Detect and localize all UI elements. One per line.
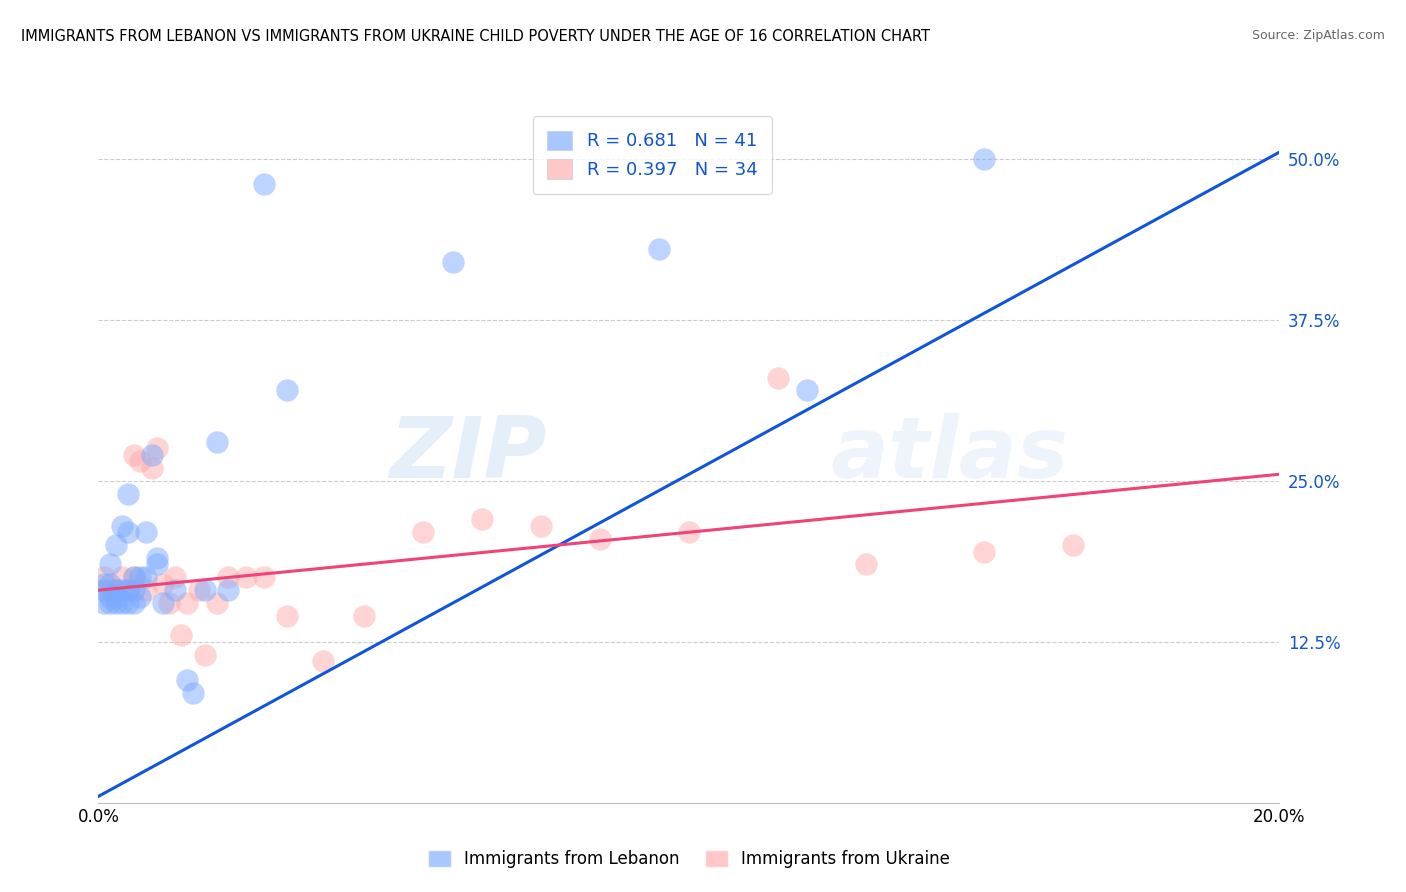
Text: ZIP: ZIP: [389, 413, 547, 497]
Point: [93, 596, 115, 610]
Point: [135, 583, 157, 598]
Point: [276, 384, 298, 398]
Point: [98, 596, 121, 610]
Point: [111, 583, 134, 598]
Point: [253, 178, 276, 192]
Point: [128, 454, 150, 468]
Point: [471, 512, 494, 526]
Point: [1062, 538, 1084, 552]
Point: [217, 570, 239, 584]
Point: [105, 583, 128, 598]
Point: [253, 570, 276, 584]
Point: [117, 583, 139, 598]
Point: [855, 558, 877, 572]
Point: [973, 152, 995, 166]
Point: [589, 532, 612, 546]
Point: [122, 583, 145, 598]
Point: [146, 558, 169, 572]
Point: [141, 460, 163, 475]
Point: [766, 370, 789, 384]
Point: [217, 583, 239, 598]
Legend: Immigrants from Lebanon, Immigrants from Ukraine: Immigrants from Lebanon, Immigrants from…: [420, 843, 957, 874]
Point: [111, 518, 134, 533]
Point: [176, 673, 198, 688]
Point: [117, 486, 139, 500]
Point: [441, 254, 464, 268]
Point: [93, 570, 115, 584]
Point: [235, 570, 257, 584]
Point: [98, 576, 121, 591]
Point: [128, 590, 150, 604]
Point: [170, 628, 193, 642]
Point: [194, 648, 217, 662]
Point: [117, 583, 139, 598]
Point: [412, 525, 434, 540]
Point: [648, 242, 671, 256]
Point: [205, 596, 228, 610]
Point: [117, 596, 139, 610]
Point: [187, 583, 209, 598]
Point: [98, 590, 121, 604]
Point: [530, 518, 553, 533]
Point: [152, 576, 174, 591]
Text: IMMIGRANTS FROM LEBANON VS IMMIGRANTS FROM UKRAINE CHILD POVERTY UNDER THE AGE O: IMMIGRANTS FROM LEBANON VS IMMIGRANTS FR…: [21, 29, 931, 44]
Point: [146, 442, 169, 456]
Point: [141, 448, 163, 462]
Point: [205, 435, 228, 450]
Point: [181, 686, 204, 700]
Text: atlas: atlas: [831, 413, 1069, 497]
Point: [98, 583, 121, 598]
Point: [105, 596, 128, 610]
Point: [111, 596, 134, 610]
Point: [135, 525, 157, 540]
Point: [157, 596, 180, 610]
Point: [122, 596, 145, 610]
Point: [128, 570, 150, 584]
Point: [105, 538, 128, 552]
Point: [176, 596, 198, 610]
Point: [312, 654, 335, 668]
Point: [165, 570, 187, 584]
Point: [93, 576, 115, 591]
Point: [111, 570, 134, 584]
Point: [973, 544, 995, 558]
Text: Source: ZipAtlas.com: Source: ZipAtlas.com: [1251, 29, 1385, 42]
Point: [135, 570, 157, 584]
Point: [276, 609, 298, 624]
Point: [105, 583, 128, 598]
Point: [122, 448, 145, 462]
Point: [98, 558, 121, 572]
Point: [122, 570, 145, 584]
Point: [122, 570, 145, 584]
Point: [152, 596, 174, 610]
Point: [93, 583, 115, 598]
Point: [353, 609, 375, 624]
Point: [678, 525, 700, 540]
Point: [117, 525, 139, 540]
Point: [146, 551, 169, 566]
Point: [194, 583, 217, 598]
Point: [165, 583, 187, 598]
Point: [105, 590, 128, 604]
Point: [796, 384, 818, 398]
